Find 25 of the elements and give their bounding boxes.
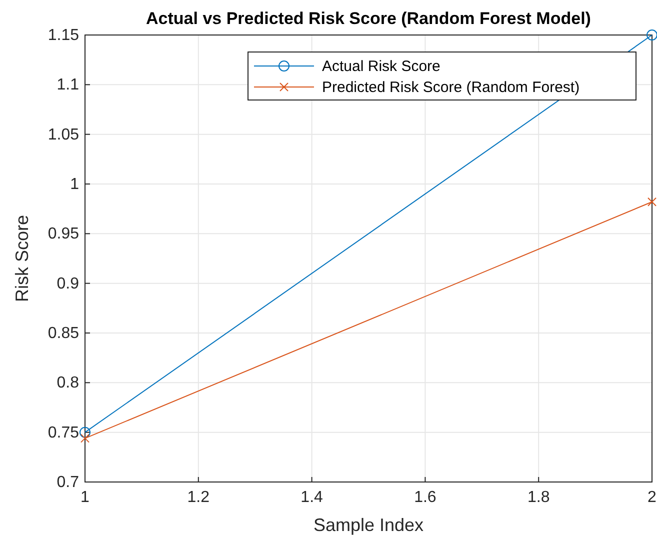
- y-tick-label: 1.15: [48, 27, 80, 44]
- y-tick-label: 1: [70, 176, 80, 193]
- x-tick-label: 1: [80, 489, 90, 506]
- point: [80, 426, 90, 438]
- point: [648, 197, 656, 206]
- x-tick-label: 1.6: [414, 489, 436, 506]
- y-tick-label: 0.95: [48, 226, 80, 243]
- x-tick-label: 1.4: [300, 489, 324, 506]
- x-axis-title: Sample Index: [313, 515, 424, 535]
- y-tick-label: 1.05: [48, 126, 80, 144]
- legend-label: Predicted Risk Score (Random Forest): [322, 79, 580, 96]
- legend-label: Actual Risk Score: [322, 58, 440, 75]
- y-axis-title: Risk Score: [12, 214, 32, 302]
- point: [80, 434, 90, 443]
- point: [646, 30, 657, 40]
- y-tick-label: 0.85: [48, 325, 80, 342]
- chart-title: Actual vs Predicted Risk Score (Random Forest Model): [146, 9, 591, 28]
- x-tick-label: 2: [648, 489, 657, 506]
- y-tick-label: 1.1: [56, 76, 80, 94]
- x-tick-label: 1.2: [187, 489, 210, 506]
- y-tick-label: 0.7: [56, 474, 80, 491]
- x-tick-label: 1.8: [527, 489, 550, 506]
- y-tick-label: 0.9: [56, 275, 80, 292]
- y-tick-label: 0.8: [56, 374, 80, 392]
- y-tick-label: 0.75: [48, 424, 80, 442]
